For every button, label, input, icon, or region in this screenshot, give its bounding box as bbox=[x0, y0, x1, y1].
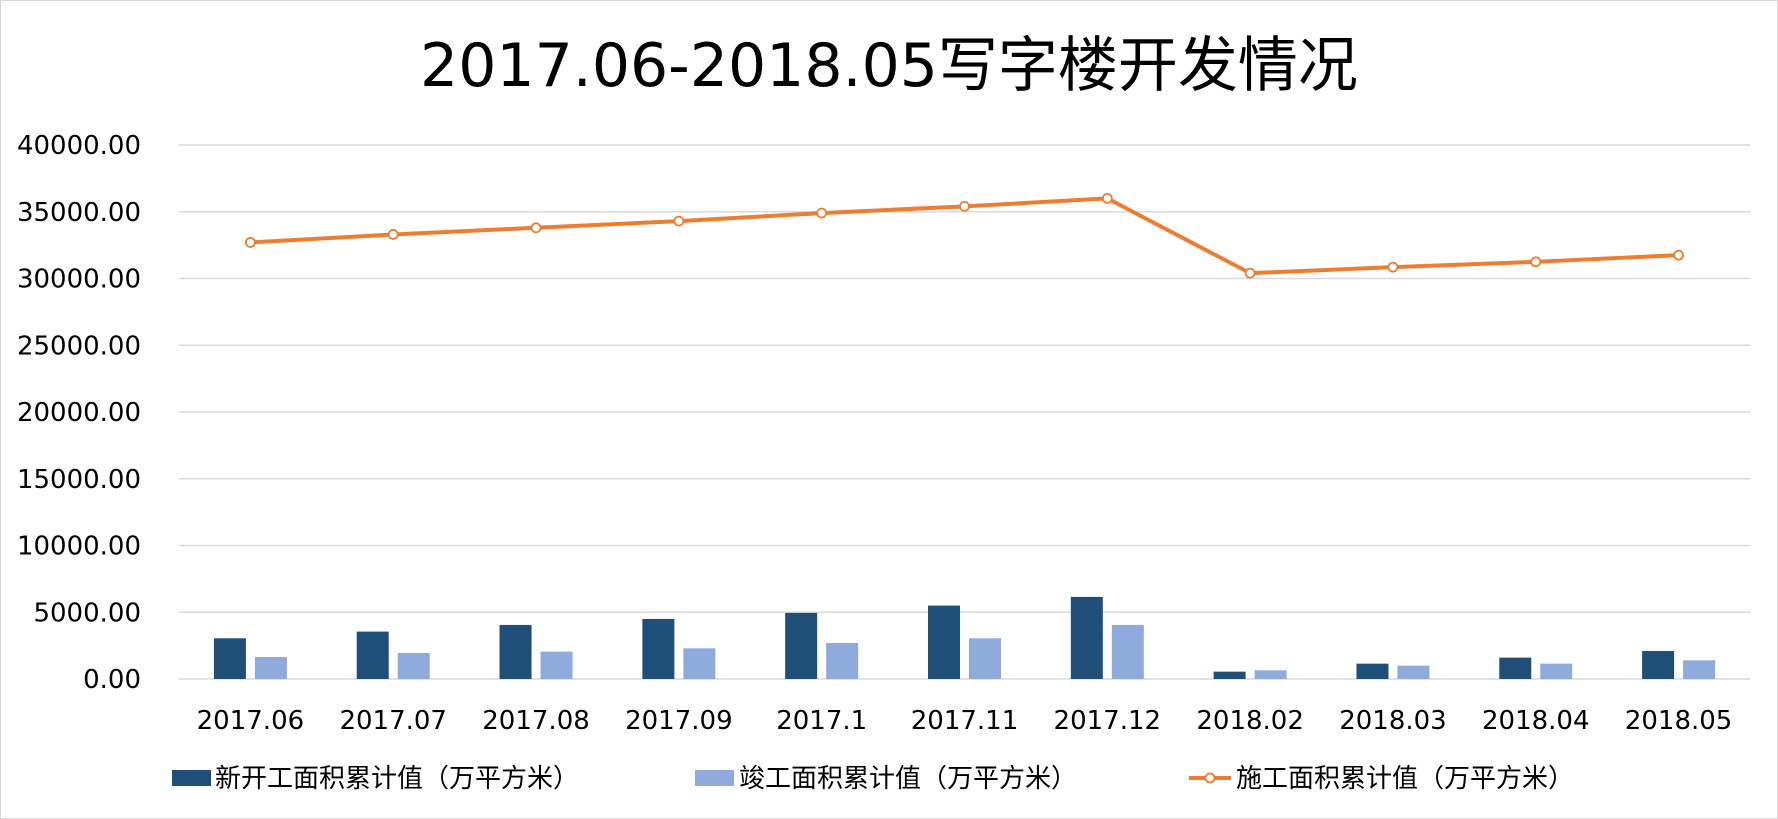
y-tick-label: 0.00 bbox=[83, 665, 141, 695]
line-point-under-construction-2017-11 bbox=[959, 201, 970, 212]
bar-new-construction-2018-04 bbox=[1499, 657, 1532, 679]
line-point-under-construction-2018-03 bbox=[1387, 261, 1399, 273]
bar-completed-2017-11 bbox=[969, 638, 1001, 679]
y-tick-label: 20000.00 bbox=[17, 398, 141, 428]
line-point-under-construction-2018-02 bbox=[1244, 267, 1256, 279]
bar-completed-2017-08 bbox=[540, 651, 573, 679]
bar-new-construction-2017-06 bbox=[213, 638, 246, 679]
bar-series bbox=[213, 596, 1716, 679]
bar-new-construction-2018-03 bbox=[1356, 663, 1389, 679]
x-tick-label: 2017.11 bbox=[911, 706, 1019, 736]
bar-completed-2018-02 bbox=[1254, 670, 1287, 679]
x-tick-label: 2017.1 bbox=[776, 706, 867, 736]
line-point-under-construction-2017-12 bbox=[1101, 192, 1113, 204]
legend-label-completed: 竣工面积累计值（万平方米） bbox=[739, 764, 1077, 794]
bar-new-construction-2017-11 bbox=[928, 605, 960, 679]
bar-new-construction-2017-07 bbox=[356, 631, 389, 679]
bar-completed-2017-1 bbox=[826, 642, 859, 679]
line-point-under-construction-2018-04 bbox=[1530, 256, 1542, 268]
y-tick-label: 30000.00 bbox=[17, 265, 141, 295]
bar-new-construction-2017-12 bbox=[1070, 596, 1103, 679]
line-point-under-construction-2017-07 bbox=[387, 229, 399, 240]
bar-new-construction-2018-05 bbox=[1642, 650, 1675, 679]
line-point-under-construction-2018-05 bbox=[1673, 249, 1684, 261]
x-tick-label: 2017.09 bbox=[625, 706, 733, 736]
legend-swatch-completed bbox=[695, 770, 734, 786]
line-point-under-construction-2017-1 bbox=[816, 207, 828, 219]
x-tick-label: 2018.04 bbox=[1482, 706, 1590, 736]
legend-item-under-construction: 施工面积累计值（万平方米） bbox=[1189, 764, 1574, 794]
x-tick-label: 2018.03 bbox=[1339, 706, 1447, 736]
legend: 新开工面积累计值（万平方米） 竣工面积累计值（万平方米） 施工面积累计值（万平方… bbox=[172, 764, 1574, 794]
legend-item-completed: 竣工面积累计值（万平方米） bbox=[695, 764, 1077, 794]
gridlines bbox=[179, 144, 1750, 680]
x-tick-label: 2017.07 bbox=[339, 706, 447, 736]
x-tick-label: 2017.12 bbox=[1054, 706, 1162, 736]
bar-completed-2018-05 bbox=[1683, 660, 1716, 679]
y-tick-label: 10000.00 bbox=[17, 532, 141, 562]
legend-swatch-new-construction bbox=[172, 770, 211, 786]
y-axis: 0.00 5000.00 10000.00 15000.00 20000.00 25000… bbox=[17, 131, 141, 695]
x-tick-label: 2017.08 bbox=[482, 706, 590, 736]
bar-completed-2017-09 bbox=[683, 648, 716, 679]
x-tick-label: 2018.02 bbox=[1196, 706, 1304, 736]
chart-title: 2017.06-2018.05写字楼开发情况 bbox=[420, 31, 1358, 101]
y-tick-label: 40000.00 bbox=[17, 131, 141, 161]
bar-completed-2018-03 bbox=[1397, 665, 1430, 679]
line-series bbox=[245, 192, 1684, 279]
bar-new-construction-2017-08 bbox=[499, 624, 532, 679]
line-point-under-construction-2017-08 bbox=[530, 222, 542, 234]
x-tick-label: 2018.05 bbox=[1625, 706, 1733, 736]
legend-item-new-construction: 新开工面积累计值（万平方米） bbox=[172, 764, 579, 794]
x-tick-label: 2017.06 bbox=[197, 706, 305, 736]
bar-completed-2018-04 bbox=[1540, 663, 1573, 679]
bar-completed-2017-12 bbox=[1111, 624, 1144, 679]
legend-label-new-construction: 新开工面积累计值（万平方米） bbox=[215, 764, 579, 794]
bar-completed-2017-06 bbox=[254, 656, 287, 679]
line-point-under-construction-2017-09 bbox=[673, 215, 685, 227]
bar-new-construction-2017-09 bbox=[642, 618, 675, 679]
y-tick-label: 15000.00 bbox=[17, 465, 141, 495]
y-tick-label: 25000.00 bbox=[17, 331, 141, 361]
x-axis: 2017.06 2017.07 2017.08 2017.09 2017.1 2017.1… bbox=[197, 706, 1733, 736]
line-point-under-construction-2017-06 bbox=[245, 237, 256, 248]
bar-new-construction-2017-1 bbox=[785, 612, 818, 679]
y-tick-label: 5000.00 bbox=[33, 598, 141, 628]
legend-label-under-construction: 施工面积累计值（万平方米） bbox=[1236, 764, 1574, 794]
bar-completed-2017-07 bbox=[397, 652, 430, 679]
bar-new-construction-2018-02 bbox=[1213, 671, 1246, 679]
legend-swatch-marker-under-construction bbox=[1204, 772, 1216, 784]
y-tick-label: 35000.00 bbox=[17, 198, 141, 228]
